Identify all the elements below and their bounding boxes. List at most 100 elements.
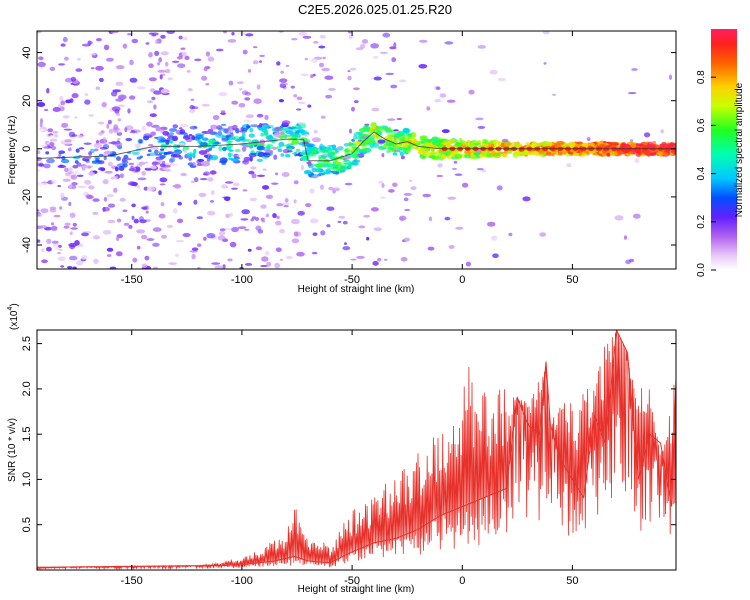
heatmap-cell [291, 38, 298, 41]
heatmap-cell [280, 82, 288, 86]
heatmap-cell [525, 142, 530, 147]
heatmap-cell [222, 146, 227, 152]
heatmap-cell [293, 180, 299, 185]
heatmap-cell [300, 73, 309, 77]
heatmap-cell [634, 158, 640, 163]
heatmap-cell [189, 105, 195, 110]
heatmap-cell [49, 138, 58, 142]
heatmap-cell [57, 173, 66, 179]
heatmap-cell [428, 216, 433, 222]
heatmap-cell [152, 227, 162, 232]
snr-x-tick-label: -50 [344, 575, 360, 587]
heatmap-cell [305, 146, 315, 152]
heatmap-cell [74, 170, 79, 175]
heatmap-cell [403, 192, 412, 196]
heatmap-cell [286, 143, 294, 147]
heatmap-cell [281, 127, 285, 130]
heatmap-cell [623, 144, 629, 149]
heatmap-cell [99, 77, 104, 83]
heatmap-cell [148, 52, 153, 58]
heatmap-cell [285, 255, 293, 260]
heatmap-cell [425, 141, 430, 146]
heatmap-cell [493, 140, 498, 146]
heatmap-cell [606, 152, 611, 156]
heatmap-cell [284, 198, 289, 203]
heatmap-cell [313, 129, 318, 134]
heatmap-cell [279, 78, 288, 83]
heatmap-cell [295, 124, 302, 130]
snr-axes: -150 -100 -50 0 50 0.5 1.0 1.5 2.0 2.5 [21, 330, 676, 587]
heatmap-cell [672, 151, 676, 155]
heatmap-cell [54, 183, 60, 186]
heatmap-cell [326, 206, 335, 211]
heatmap-cell [107, 203, 116, 208]
heatmap-cell [125, 137, 132, 142]
heatmap-cell [150, 146, 159, 150]
heatmap-cell [162, 130, 169, 136]
heatmap-cell [134, 143, 141, 149]
heatmap-cell [598, 143, 607, 148]
heatmap-cell [322, 146, 326, 150]
heatmap-cell [248, 152, 257, 158]
heatmap-cell [250, 124, 259, 128]
heatmap-cell [136, 156, 142, 160]
heatmap-cell [320, 230, 326, 236]
heatmap-cell [481, 169, 487, 173]
heatmap-cell [242, 49, 248, 55]
colorbar-label: Normalized spectral amplitude [734, 82, 745, 217]
heatmap-cell [460, 140, 465, 143]
heatmap-cell [342, 220, 348, 225]
heatmap-cell [630, 139, 634, 143]
heatmap-cell [154, 149, 159, 155]
heatmap-cell [150, 131, 157, 136]
heatmap-cell [129, 95, 136, 100]
heatmap-cell [46, 87, 50, 94]
heatmap-cell [531, 142, 537, 148]
heatmap-cell [520, 151, 528, 155]
heatmap-cell [395, 144, 401, 148]
heatmap-cell [311, 174, 320, 178]
heatmap-cell [387, 129, 394, 132]
heatmap-cell [114, 166, 119, 172]
heatmap-cell [464, 153, 469, 158]
heatmap-cell [143, 186, 148, 191]
heatmap-cell [558, 151, 563, 156]
heatmap-cell [51, 145, 57, 151]
heatmap-cell [393, 129, 399, 132]
heatmap-cell [52, 131, 59, 134]
heatmap-cell [301, 143, 305, 147]
heatmap-cell [437, 163, 443, 168]
heatmap-cell [140, 234, 148, 240]
heatmap-cell [193, 126, 197, 129]
heatmap-cell [69, 212, 76, 218]
heatmap-cell [242, 159, 250, 165]
heatmap-cell [182, 36, 188, 41]
heatmap-cell [403, 197, 409, 202]
heatmap-cell [138, 161, 146, 166]
heatmap-cell [131, 129, 135, 133]
snr-y-tick-label: 0.5 [21, 517, 33, 532]
heatmap-cell [92, 235, 101, 240]
heatmap-cell [540, 142, 548, 146]
heatmap-cell [293, 199, 297, 204]
heatmap-cell [238, 103, 246, 108]
heatmap-cell [51, 222, 55, 226]
heatmap-cell [59, 95, 64, 101]
heatmap-cell [366, 236, 370, 241]
heatmap-cell [236, 81, 244, 84]
heatmap-cell [45, 151, 50, 155]
heatmap-cell [287, 150, 293, 153]
heatmap-cell [188, 133, 193, 137]
heatmap-x-axis-label: Height of straight line (km) [298, 284, 415, 295]
heatmap-cell [225, 213, 231, 218]
heatmap-cell [69, 231, 73, 236]
heatmap-cell [353, 135, 357, 140]
heatmap-cell [455, 226, 464, 230]
heatmap-cell [37, 61, 46, 68]
heatmap-cell [68, 255, 78, 261]
heatmap-y-tick-label: 0 [21, 146, 33, 152]
heatmap-cell [67, 266, 73, 269]
heatmap-cell [373, 76, 382, 81]
heatmap-cell [373, 227, 382, 231]
heatmap-x-tick-label: -100 [231, 274, 253, 286]
